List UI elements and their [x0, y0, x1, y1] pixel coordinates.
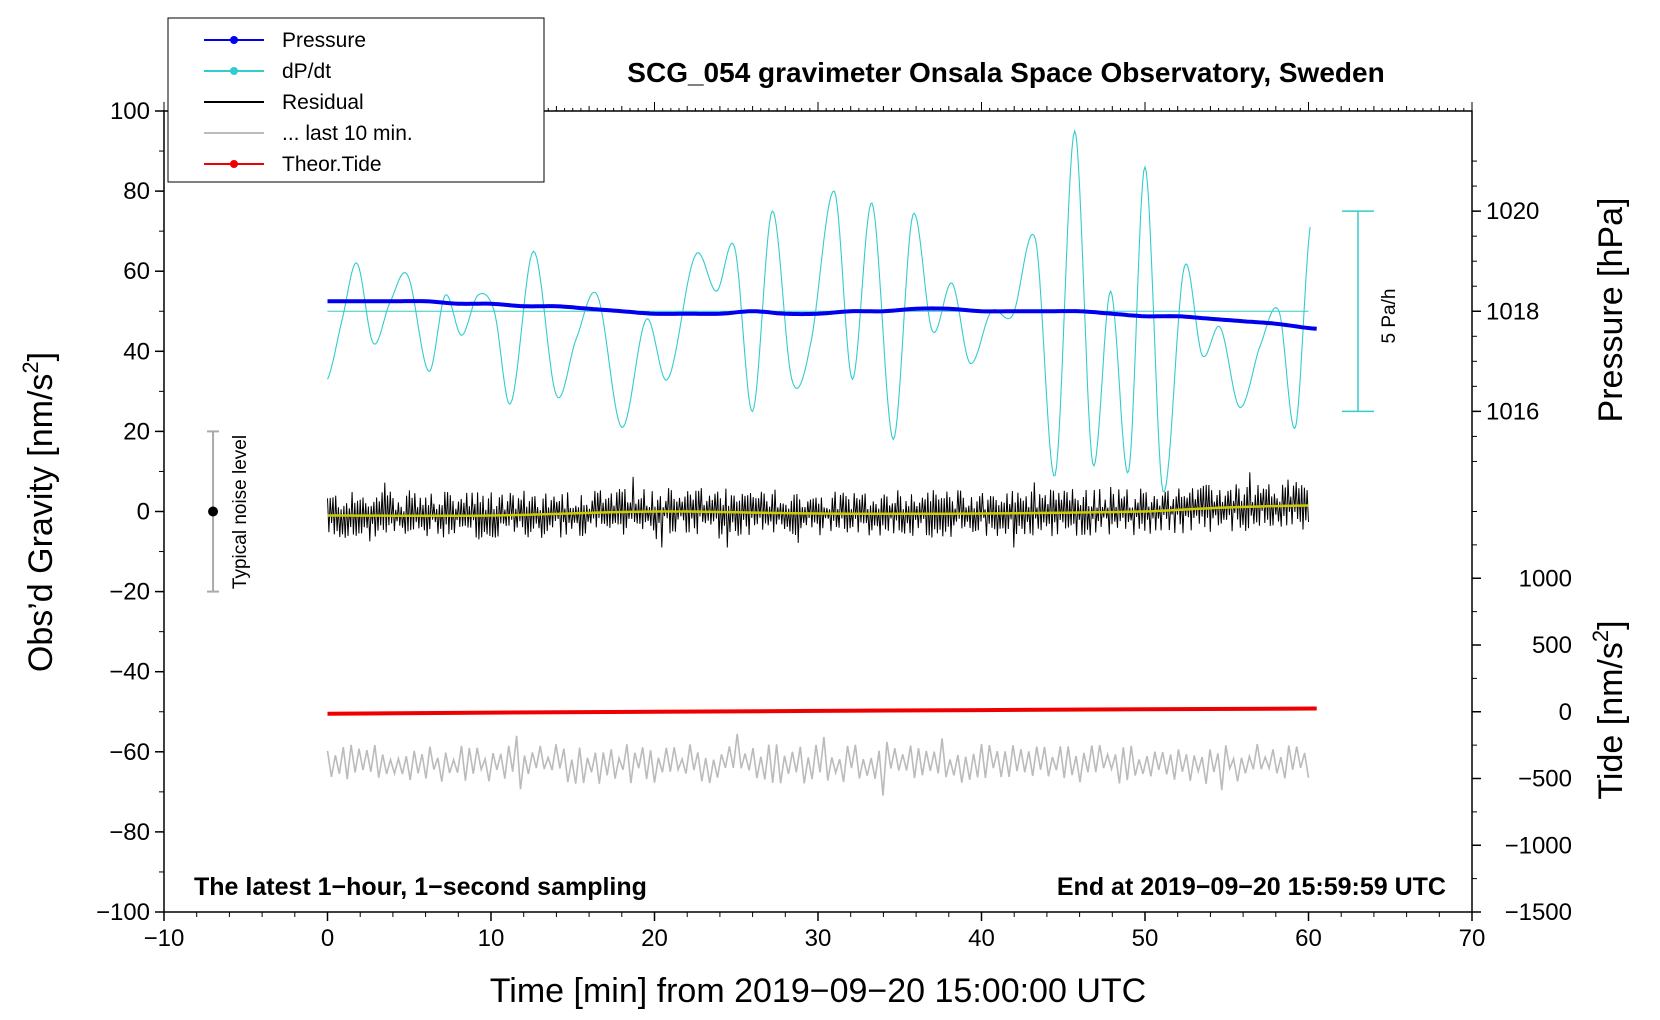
- tide-tick-label: −1000: [1505, 832, 1572, 859]
- legend-entry: Residual: [204, 91, 364, 114]
- legend-entry: Theor.Tide: [204, 153, 382, 176]
- y-tick-label: −100: [96, 899, 150, 926]
- legend-swatch-marker: [230, 160, 238, 168]
- legend-entry: dP/dt: [204, 60, 331, 83]
- x-tick-label: 40: [968, 925, 995, 952]
- legend-label: dP/dt: [282, 60, 331, 83]
- y-axis-left-title: Obs’d Gravity [nm/s2]: [18, 352, 60, 672]
- last-10-min-series: [326, 733, 1310, 796]
- dpdt-line: [327, 129, 1311, 493]
- dpdt-scale-label: 5 Pa/h: [1379, 289, 1400, 344]
- noise-level-bar: Typical noise level: [207, 430, 251, 593]
- x-tick-label: 20: [641, 925, 668, 952]
- legend-box: [167, 17, 545, 183]
- tide-tick-label: −500: [1518, 766, 1572, 793]
- pressure-tick-label: 1016: [1486, 398, 1539, 425]
- pressure-series: [327, 299, 1317, 331]
- legend-label: ... last 10 min.: [282, 122, 413, 145]
- legend: Pressure dP/dt Residual ... last 10 min. The…: [167, 17, 545, 183]
- y-tick-label: −20: [109, 579, 150, 606]
- legend-label: Residual: [282, 91, 364, 114]
- x-tick-label: 10: [478, 925, 505, 952]
- tide-tick-label: −1500: [1505, 899, 1572, 926]
- x-axis-title: Time [min] from 2019−09−20 15:00:00 UTC: [490, 972, 1146, 1010]
- chart-title: SCG_054 gravimeter Onsala Space Observat…: [627, 57, 1384, 88]
- legend-entry: ... last 10 min.: [204, 122, 413, 145]
- y-tick-label: 40: [123, 338, 150, 365]
- y-tick-label: −40: [109, 659, 150, 686]
- noise-bar-center-dot: [208, 506, 219, 517]
- x-tick-label: 30: [805, 925, 832, 952]
- tide-tick-label: 500: [1532, 632, 1572, 659]
- y-axis-tide: 1000 500 0 −500 −1000 −1500: [1472, 511, 1572, 926]
- x-tick-label: 0: [321, 925, 334, 952]
- note-right: End at 2019−09−20 15:59:59 UTC: [1057, 873, 1446, 901]
- y-tick-label: 60: [123, 258, 150, 285]
- noise-level-label: Typical noise level: [230, 435, 251, 589]
- x-tick-label: 50: [1132, 925, 1159, 952]
- residual-smoothed-line: [327, 504, 1309, 518]
- x-tick-label: 70: [1459, 925, 1486, 952]
- tide-tick-label: 1000: [1519, 565, 1572, 592]
- x-tick-label: −10: [144, 925, 185, 952]
- y-tick-label: 80: [123, 178, 150, 205]
- tide-tick-label: 0: [1559, 699, 1572, 726]
- theor-tide-line: [327, 706, 1317, 716]
- y-tick-label: 0: [137, 499, 150, 526]
- x-axis: −10 0 10 20 30 40 50 60 70: [144, 912, 1486, 952]
- theor-tide-series: [327, 706, 1317, 716]
- y-axis-left: 100 80 60 40 20 0 −20 −40 −60 −80 −100: [96, 98, 164, 926]
- y-axis-pressure: 1020 1018 1016: [1472, 160, 1539, 462]
- x-tick-label: 60: [1295, 925, 1322, 952]
- dpdt-series: [327, 129, 1311, 493]
- y-tick-label: −60: [109, 739, 150, 766]
- y-axis-tide-title: Tide [nm/s2]: [1588, 620, 1630, 799]
- last-10-min-line: [326, 733, 1310, 796]
- legend-label: Theor.Tide: [282, 153, 382, 176]
- pressure-tick-label: 1020: [1486, 198, 1539, 225]
- pressure-tick-label: 1018: [1486, 298, 1539, 325]
- y-tick-label: −80: [109, 819, 150, 846]
- legend-entry: Pressure: [204, 29, 366, 52]
- y-axis-pressure-title: Pressure [hPa]: [1592, 198, 1630, 423]
- y-tick-label: 100: [110, 98, 150, 125]
- dpdt-scale-bar: 5 Pa/h: [1342, 210, 1400, 413]
- pressure-line: [327, 299, 1317, 331]
- legend-swatch-marker: [230, 36, 238, 44]
- y-tick-label: 20: [123, 418, 150, 445]
- residual-series: [327, 472, 1309, 548]
- note-left: The latest 1−hour, 1−second sampling: [194, 873, 647, 901]
- legend-label: Pressure: [282, 29, 366, 52]
- legend-swatch-marker: [230, 67, 238, 75]
